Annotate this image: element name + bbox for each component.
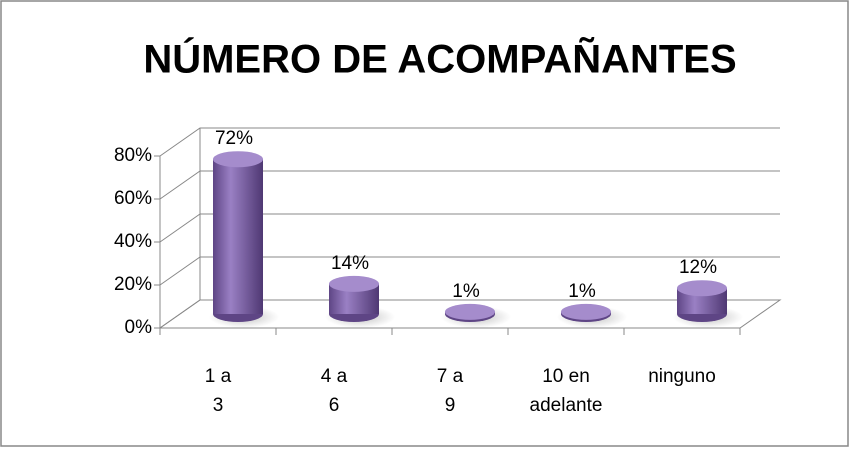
y-tick-label: 40% [114, 231, 152, 252]
bar-top [445, 303, 495, 320]
bar-top [329, 275, 379, 292]
chart-title: NÚMERO DE ACOMPAÑANTES [143, 36, 736, 82]
data-label: 14% [331, 253, 369, 274]
bar-body [213, 159, 263, 314]
y-tick-label: 60% [114, 188, 152, 209]
y-tick-label: 20% [114, 274, 152, 295]
data-label: 1% [452, 281, 480, 302]
bar [673, 280, 743, 328]
bar-top [677, 280, 727, 297]
y-tick-label: 0% [125, 317, 153, 338]
y-tick-label: 80% [114, 145, 152, 166]
bar-top [213, 151, 263, 168]
x-tick-label: 10 en adelante [530, 366, 603, 416]
bar [209, 151, 279, 328]
bar [325, 275, 395, 328]
bar [441, 303, 511, 328]
grid-line [159, 299, 780, 329]
grid-line [159, 256, 780, 286]
x-tick-label: ninguno [648, 366, 716, 387]
grid-line [159, 213, 780, 243]
grid-line [159, 127, 780, 157]
data-label: 72% [215, 128, 253, 149]
data-label: 12% [679, 257, 717, 278]
data-label: 1% [568, 281, 596, 302]
bar-top [561, 303, 611, 320]
bar [557, 303, 627, 328]
grid-line [159, 170, 780, 200]
